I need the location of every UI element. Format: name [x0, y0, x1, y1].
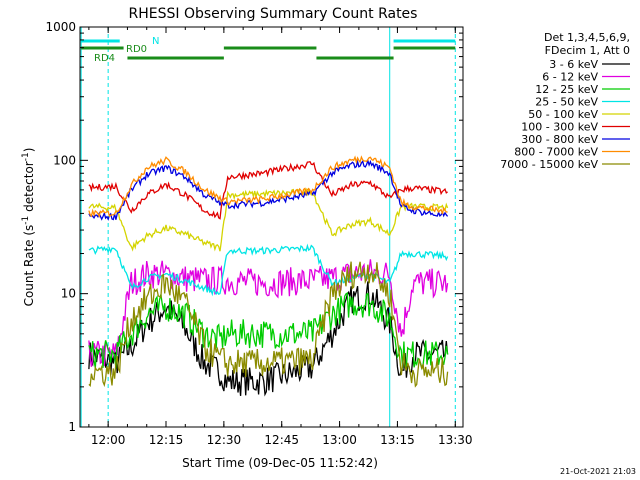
y-label-sup1: -1 — [21, 216, 31, 225]
legend-header-line1: Det 1,3,4,5,6,9, — [544, 31, 630, 44]
y-tick-label: 1 — [68, 420, 76, 434]
timestamp: 21-Oct-2021 21:03 — [560, 467, 636, 476]
y-label-main: Count Rate (s — [22, 225, 36, 307]
series-line — [88, 160, 448, 220]
legend-entry-label: 300 - 800 keV — [521, 133, 598, 146]
series-layer — [88, 155, 449, 397]
series-line — [88, 259, 449, 367]
series-line — [88, 261, 449, 388]
series-line — [88, 291, 449, 371]
y-tick-label: 1000 — [45, 20, 76, 34]
flag-bars — [81, 39, 456, 60]
day-night-boundaries — [80, 27, 456, 427]
x-axis: 12:00 12:15 12:30 12:45 13:00 13:15 13:30 — [88, 27, 473, 447]
legend-entry-label: 3 - 6 keV — [549, 58, 598, 71]
legend-entry-label: 12 - 25 keV — [535, 83, 598, 96]
x-tick-label: 13:30 — [438, 433, 473, 447]
series-line — [88, 281, 449, 397]
x-tick-label: 13:00 — [322, 433, 357, 447]
legend-entry-label: 25 - 50 keV — [535, 96, 598, 109]
y-label-end: ) — [22, 148, 36, 153]
series-line — [88, 158, 449, 221]
legend-entry-label: 6 - 12 keV — [542, 71, 598, 84]
series-line — [88, 187, 449, 252]
y-tick-label: 10 — [61, 287, 76, 301]
y-axis: 1 10 100 1000 — [45, 20, 463, 434]
x-tick-label: 12:15 — [149, 433, 184, 447]
x-tick-label: 12:00 — [91, 433, 126, 447]
flag-label-rd4: RD4 — [94, 53, 115, 64]
y-label-sup2: -1 — [21, 152, 31, 161]
y-tick-label: 100 — [53, 153, 76, 167]
legend-header-line2: FDecim 1, Att 0 — [545, 44, 630, 57]
y-axis-label: Count Rate (s-1 detector-1) — [21, 148, 36, 307]
plot-frame — [79, 26, 464, 428]
flag-label-rd0: RD0 — [126, 44, 147, 55]
chart-title: RHESSI Observing Summary Count Rates — [129, 6, 418, 22]
legend-entry-label: 7000 - 15000 keV — [500, 158, 598, 171]
legend: Det 1,3,4,5,6,9, FDecim 1, Att 0 3 - 6 k… — [500, 31, 630, 171]
flag-label-n: N — [152, 36, 159, 47]
legend-entry-label: 100 - 300 keV — [521, 121, 598, 134]
series-line — [88, 155, 448, 219]
x-axis-label: Start Time (09-Dec-05 11:52:42) — [182, 456, 378, 470]
y-label-mid: detector — [22, 161, 36, 216]
x-tick-label: 12:45 — [264, 433, 299, 447]
x-tick-label: 13:15 — [380, 433, 415, 447]
legend-entry-label: 800 - 7000 keV — [514, 146, 598, 159]
x-tick-label: 12:30 — [207, 433, 242, 447]
legend-entry-label: 50 - 100 keV — [528, 108, 598, 121]
series-line — [88, 243, 449, 297]
